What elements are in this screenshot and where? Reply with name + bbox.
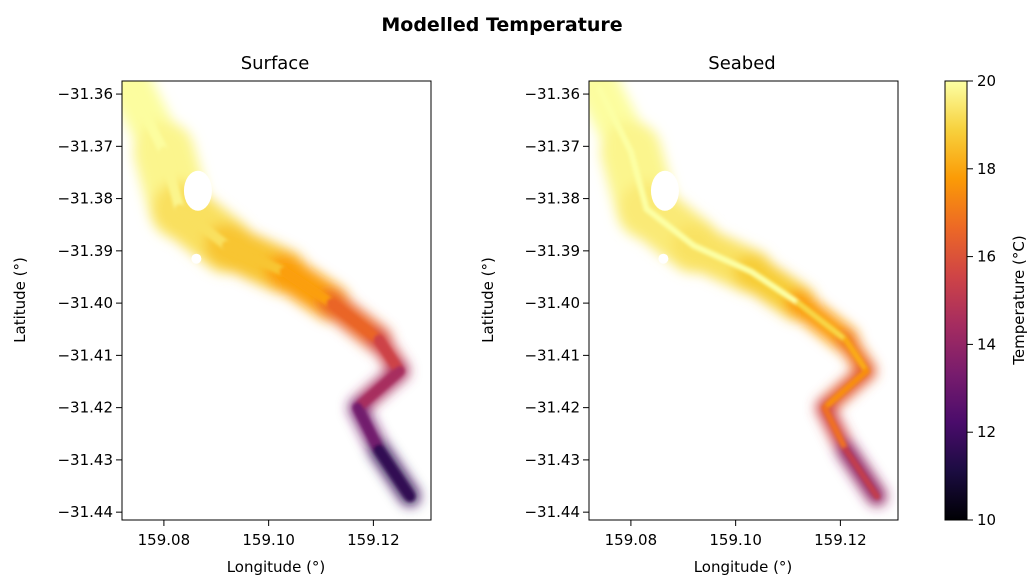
channel-core-segment (690, 242, 755, 275)
channel-core-segment (352, 402, 384, 455)
x-axis-label-seabed: Longitude (°) (694, 558, 793, 576)
x-ticks-surface: 159.08 159.10 159.12 (138, 520, 400, 549)
channel-core-segment (795, 300, 849, 343)
channel-core-segment (596, 85, 634, 155)
panel-title-surface: Surface (241, 53, 310, 74)
y-tick-label: −31.43 (57, 451, 113, 469)
colorbar-label: Temperature (°C) (1010, 235, 1028, 365)
colorbar: 10 12 14 16 18 20 Temperature (°C) (944, 72, 1028, 529)
y-tick-label: −31.40 (57, 294, 113, 312)
colorbar-tick-label: 10 (977, 511, 996, 529)
channel-core-segment (127, 83, 169, 157)
channel-core-segment (326, 298, 384, 345)
island (191, 253, 202, 264)
y-tick-label: −31.42 (57, 399, 113, 417)
channel-core-segment (352, 366, 405, 413)
channel-core-segment (842, 446, 881, 500)
y-tick-label: −31.41 (57, 346, 113, 364)
x-tick-label: 159.10 (242, 531, 295, 549)
y-tick-label: −31.36 (57, 85, 113, 103)
axes-frame-seabed (588, 80, 899, 521)
x-axis-label-surface: Longitude (°) (227, 558, 326, 576)
channel-core-segment (221, 240, 290, 277)
y-tick-label: −31.40 (524, 294, 580, 312)
seabed-field (589, 81, 887, 506)
channel-core-surface (127, 83, 416, 502)
y-tick-label: −31.43 (524, 451, 580, 469)
x-tick-label: 159.12 (814, 531, 867, 549)
y-axis-label-surface: Latitude (°) (11, 257, 29, 343)
y-axis-label-seabed: Latitude (°) (479, 257, 497, 343)
colorbar-bar (944, 80, 968, 521)
colorbar-tick-label: 16 (977, 248, 996, 266)
y-tick-label: −31.41 (524, 346, 580, 364)
channel-core-segment (842, 336, 870, 375)
x-tick-label: 159.08 (605, 531, 658, 549)
y-tick-label: −31.36 (524, 85, 580, 103)
temperature-field-surface (122, 81, 420, 506)
figure-title: Modelled Temperature (381, 14, 622, 36)
y-tick-label: −31.39 (524, 242, 580, 260)
y-ticks-seabed: −31.36 −31.37 −31.38 −31.39 −31.40 −31.41 −31.… (524, 85, 589, 521)
colorbar-tick-label: 14 (977, 335, 996, 353)
temperature-field-seabed (589, 81, 887, 506)
channel-core-segment (821, 404, 849, 453)
colorbar-ticks: 10 12 14 16 18 20 (967, 72, 996, 529)
x-ticks-seabed: 159.08 159.10 159.12 (605, 520, 867, 549)
panel-seabed: Seabed −31.36−31.37−31.38−31.39−31.40−31… (479, 53, 899, 576)
y-tick-label: −31.44 (524, 503, 580, 521)
x-tick-label: 159.10 (709, 531, 762, 549)
y-tick-label: −31.38 (57, 190, 113, 208)
surface-field (122, 81, 420, 506)
island (658, 253, 669, 264)
colorbar-tick-label: 18 (977, 160, 996, 178)
colorbar-tick-label: 20 (977, 72, 996, 90)
x-tick-label: 159.08 (138, 531, 191, 549)
channel-core-segment (643, 206, 697, 249)
y-tick-label: −31.44 (57, 503, 113, 521)
panel-title-seabed: Seabed (708, 53, 775, 74)
panel-surface: Surface −31.36−31.37−31.38−31.39−31.40−3… (11, 53, 432, 576)
channel-core-segment (174, 204, 232, 251)
channel-core-seabed (596, 85, 881, 500)
island (650, 170, 679, 211)
y-tick-label: −31.37 (57, 137, 113, 155)
y-tick-label: −31.38 (524, 190, 580, 208)
channel-core-segment (748, 268, 802, 307)
channel-core-segment (158, 146, 185, 215)
y-tick-label: −31.39 (57, 242, 113, 260)
colorbar-tick-label: 12 (977, 423, 996, 441)
channel-core-segment (373, 334, 405, 377)
y-tick-label: −31.42 (524, 399, 580, 417)
y-ticks-surface: −31.36 −31.37 −31.38 −31.39 −31.40 −31.41 −31.… (57, 85, 122, 521)
channel-core-segment (627, 148, 650, 213)
island (183, 170, 212, 211)
y-tick-label: −31.37 (524, 137, 580, 155)
channel-core-segment (821, 368, 870, 411)
channel-core-segment (279, 266, 337, 309)
axes-frame-surface (121, 80, 432, 521)
x-tick-label: 159.12 (347, 531, 400, 549)
channel-core-segment (373, 444, 416, 502)
